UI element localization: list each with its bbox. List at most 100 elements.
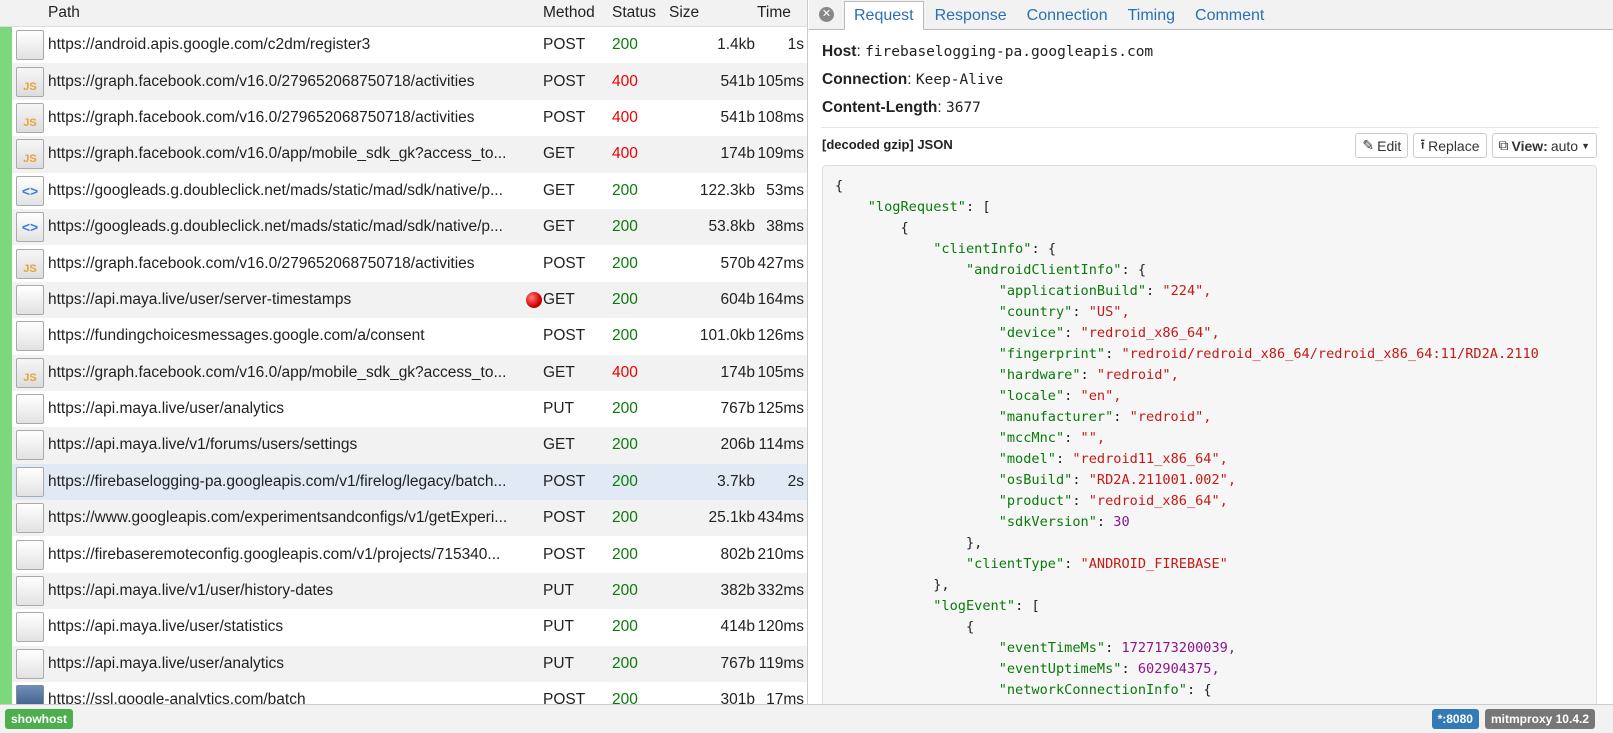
flow-size: 301b [720, 691, 755, 704]
flow-method: POST [543, 509, 586, 527]
flow-time: 119ms [758, 654, 804, 672]
upload-icon: ⭱ [1420, 135, 1426, 152]
flow-path: https://googleads.g.doubleclick.net/mads… [48, 218, 503, 236]
flow-row[interactable]: JS https://graph.facebook.com/v16.0/app/… [0, 136, 807, 173]
json-key: "clientInfo" [933, 241, 1032, 257]
json-value: }, [933, 577, 950, 593]
flow-size: 174b [720, 145, 755, 163]
json-value: [ [982, 199, 991, 215]
flow-size: 206b [720, 436, 755, 454]
file-icon [16, 430, 44, 461]
flow-row[interactable]: <> https://googleads.g.doubleclick.net/m… [0, 172, 807, 209]
close-icon[interactable]: ✕ [819, 7, 834, 22]
flow-path: https://api.maya.live/user/analytics [48, 654, 285, 672]
flow-row[interactable]: https://api.maya.live/user/analytics PUT… [0, 645, 807, 683]
flow-row[interactable]: https://ssl.google-analytics.com/batch P… [0, 682, 807, 704]
status-indicator [0, 281, 12, 319]
json-value: { [965, 619, 975, 635]
json-key: "locale" [998, 388, 1065, 404]
flow-row[interactable]: https://firebaseremoteconfig.googleapis.… [0, 536, 807, 573]
tab-request[interactable]: Request [844, 1, 924, 30]
flow-row[interactable]: https://android.apis.google.com/c2dm/reg… [0, 27, 807, 64]
json-line: "logEvent": [ [933, 598, 1040, 614]
flow-size: 802b [720, 545, 755, 563]
json-value: "redroid", [1096, 367, 1179, 383]
showhost-badge[interactable]: showhost [5, 709, 73, 729]
flow-method: POST [543, 108, 586, 126]
flow-method: POST [543, 254, 586, 272]
flow-row[interactable]: JS https://graph.facebook.com/v16.0/app/… [0, 354, 807, 391]
column-status[interactable]: Status [612, 4, 656, 21]
status-bar: showhost *:8080 mitmproxy 10.4.2 [0, 704, 1613, 733]
edit-button[interactable]: ✎ Edit [1355, 133, 1409, 158]
tab-timing[interactable]: Timing [1127, 7, 1176, 24]
column-method[interactable]: Method [543, 4, 595, 21]
status-indicator [0, 463, 12, 501]
flow-row[interactable]: https://api.maya.live/user/analytics PUT… [0, 390, 807, 428]
tab-comment[interactable]: Comment [1195, 7, 1265, 24]
file-icon [16, 30, 44, 61]
flow-row[interactable]: https://fundingchoicesmessages.google.co… [0, 318, 807, 355]
js-file-icon: JS [16, 66, 44, 97]
html-file-icon: <> [16, 175, 44, 206]
flow-path: https://api.maya.live/user/server-timest… [48, 290, 352, 308]
edit-icon: ✎ [1362, 137, 1375, 153]
json-value: "redroid_x86_64", [1080, 325, 1220, 341]
json-key: "eventTimeMs" [998, 640, 1106, 656]
flow-row[interactable]: <> https://googleads.g.doubleclick.net/m… [0, 208, 807, 246]
flow-row[interactable]: https://api.maya.live/user/statistics PU… [0, 609, 807, 646]
flow-path: https://api.maya.live/user/statistics [48, 618, 284, 636]
json-line: "fingerprint": "redroid/redroid_x86_64/r… [998, 346, 1539, 362]
json-value: [ [1031, 598, 1040, 614]
json-key: "fingerprint" [998, 346, 1106, 362]
flow-row[interactable]: JS https://graph.facebook.com/v16.0/2796… [0, 245, 807, 282]
view-mode-dropdown[interactable]: ⧉ View: auto ▼ [1491, 133, 1597, 158]
marked-icon [526, 291, 542, 308]
flow-row[interactable]: https://www.googleapis.com/experimentsan… [0, 500, 807, 537]
flow-detail: ✕ Request Response Connection Timing Comment… [809, 0, 1613, 704]
json-value: "US", [1088, 304, 1130, 320]
flow-row[interactable]: https://api.maya.live/user/server-timest… [0, 281, 807, 319]
divider [821, 127, 1599, 128]
flow-size: 767b [720, 654, 755, 672]
flow-time: 38ms [766, 218, 804, 236]
tab-response[interactable]: Response [934, 7, 1007, 24]
column-size[interactable]: Size [669, 4, 700, 21]
column-path[interactable]: Path [48, 4, 80, 21]
flow-status: 200 [612, 691, 638, 704]
flow-status: 200 [612, 218, 638, 236]
file-icon [16, 321, 44, 352]
json-key: "manufacturer" [998, 409, 1114, 425]
flow-row[interactable]: JS https://graph.facebook.com/v16.0/2796… [0, 99, 807, 137]
json-content[interactable]: { "logRequest": [ { "clientInfo": { "and… [822, 165, 1597, 704]
flow-path: https://graph.facebook.com/v16.0/2796520… [48, 108, 475, 126]
flow-row[interactable]: https://firebaselogging-pa.googleapis.co… [0, 463, 807, 501]
flow-row[interactable]: https://api.maya.live/v1/user/history-da… [0, 572, 807, 610]
flow-time: 17ms [766, 691, 804, 704]
json-value: }, [965, 535, 983, 551]
json-key: "product" [998, 493, 1073, 509]
js-file-icon: JS [16, 248, 44, 279]
column-time[interactable]: Time [757, 4, 791, 21]
tab-connection[interactable]: Connection [1026, 7, 1108, 24]
json-key: "clientType" [965, 556, 1065, 572]
flow-status: 200 [612, 254, 638, 272]
json-key: "logEvent" [933, 598, 1016, 614]
json-value: { [1137, 262, 1147, 278]
status-indicator [0, 354, 12, 391]
json-value: "redroid", [1129, 409, 1212, 425]
status-indicator [0, 63, 12, 100]
flow-status: 200 [612, 509, 638, 527]
flow-status: 200 [612, 436, 638, 454]
json-key: "hardware" [998, 367, 1081, 383]
replace-button[interactable]: ⭱ Replace [1413, 133, 1487, 158]
json-value: "redroid_x86_64", [1088, 493, 1228, 509]
detail-tabs: ✕ Request Response Connection Timing Comment [809, 0, 1613, 30]
js-file-icon: JS [16, 139, 44, 170]
json-value: "", [1080, 430, 1106, 446]
flow-row[interactable]: JS https://graph.facebook.com/v16.0/2796… [0, 63, 807, 100]
json-line: "eventTimeMs": 1727173200039, [998, 640, 1237, 656]
flow-size: 3.7kb [717, 472, 755, 490]
flow-time: 2s [787, 472, 804, 490]
flow-row[interactable]: https://api.maya.live/v1/forums/users/se… [0, 427, 807, 464]
